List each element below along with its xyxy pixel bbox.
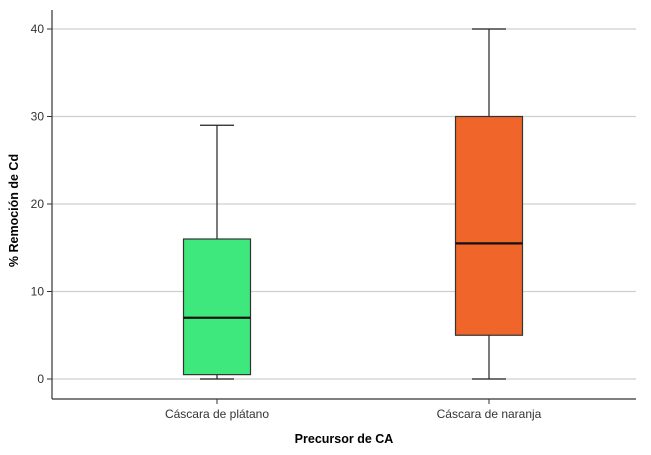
tick-labels: 0 10 20 30 40 Cáscara de plátano Cáscara de na…: [31, 22, 542, 421]
axes: [47, 10, 636, 404]
y-tick-label: 40: [31, 22, 45, 36]
y-tick-label: 20: [31, 197, 45, 211]
x-tick-label: Cáscara de plátano: [165, 407, 269, 421]
box-1: [182, 124, 252, 380]
gridlines: [52, 28, 636, 380]
box-rect: [182, 238, 252, 376]
x-tick-label: Cáscara de naranja: [437, 407, 542, 421]
y-tick-label: 30: [31, 110, 45, 124]
y-tick-label: 10: [31, 285, 45, 299]
y-axis-title: % Remoción de Cd: [7, 154, 21, 267]
x-axis-title: Precursor de CA: [295, 432, 394, 446]
box-2: [454, 28, 524, 380]
y-tick-label: 0: [37, 372, 44, 386]
boxes: [182, 28, 524, 380]
box-rect: [454, 115, 524, 336]
